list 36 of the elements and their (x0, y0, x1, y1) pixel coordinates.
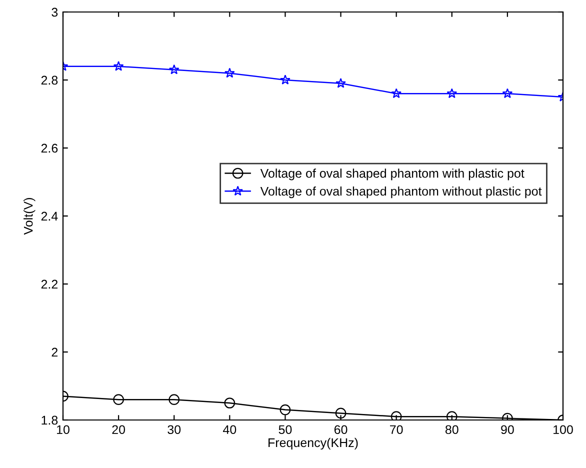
point (335, 408, 346, 419)
legend-label: Voltage of oval shaped phantom with plastic pot (260, 168, 524, 180)
point (391, 88, 402, 98)
y-tick-label: 2.6 (41, 144, 58, 153)
y-tick-label: 2 (52, 348, 58, 357)
x-tick-label: 60 (334, 425, 348, 434)
x-tick-label: 80 (445, 425, 458, 434)
y-tick-label: 2.8 (41, 76, 58, 85)
point (113, 394, 124, 406)
point (390, 411, 402, 420)
point (280, 404, 291, 416)
point (113, 60, 124, 71)
y-tick-label: 2.2 (41, 280, 58, 289)
point (502, 88, 513, 98)
point (336, 78, 346, 88)
point (168, 394, 180, 406)
y-tick-label: 1.8 (42, 416, 58, 425)
x-tick-label: 90 (501, 425, 514, 434)
y-tick-label: 3 (52, 8, 58, 17)
x-tick-label: 40 (223, 425, 236, 434)
x-tick-label: 30 (168, 425, 181, 434)
x-tick-label: 50 (278, 425, 292, 434)
y-axis-title: Volt(V) (24, 198, 36, 235)
x-tick-label: 100 (554, 425, 573, 434)
x-axis-title: Frequency(KHz) (268, 438, 358, 450)
point (446, 88, 458, 98)
legend-label: Voltage of oval shaped phantom without plastic pot (260, 186, 542, 198)
point (224, 68, 235, 78)
point (446, 411, 458, 420)
x-tick-label: 10 (57, 425, 70, 434)
point (280, 74, 290, 84)
x-tick-label: 20 (112, 425, 126, 434)
point (224, 398, 236, 408)
point (168, 64, 180, 74)
y-tick-label: 2.4 (41, 212, 58, 221)
x-tick-label: 70 (390, 425, 403, 434)
